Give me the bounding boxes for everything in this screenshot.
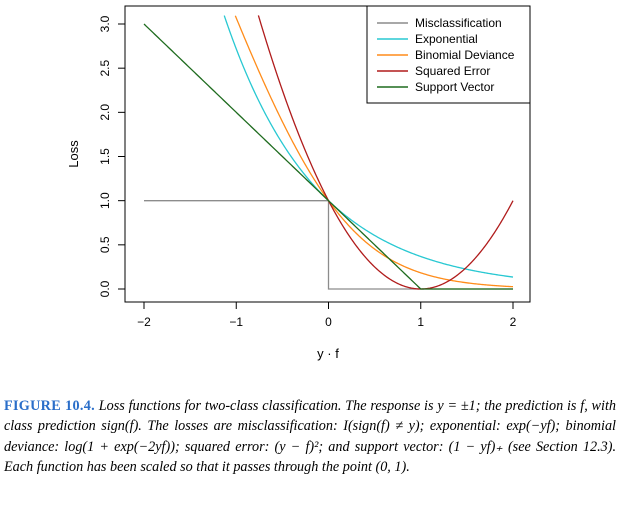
series-layer: [143, 15, 514, 290]
series-line-binomial: [234, 15, 514, 288]
plot-frame: [124, 5, 531, 303]
figure-caption: FIGURE 10.4. Loss functions for two-clas…: [4, 396, 616, 478]
series-line-hinge: [143, 23, 513, 290]
legend-label: Misclassification: [415, 16, 502, 30]
axes-layer: −2 −1 0 1 2 0.0 0.5 1.0 1.5 2.0 2.5 3.0: [98, 15, 516, 329]
y-tick-label: 1.0: [98, 192, 112, 209]
figure-plot: −2 −1 0 1 2 0.0 0.5 1.0 1.5 2.0 2.5 3.0 y · f Loss …: [66, 5, 531, 361]
y-tick-label: 1.5: [98, 148, 112, 165]
figure-label: FIGURE 10.4.: [4, 398, 95, 414]
legend-label: Exponential: [415, 32, 478, 46]
y-tick-label: 0.0: [98, 280, 112, 297]
x-tick-label: 1: [417, 315, 424, 329]
y-tick-label: 2.5: [98, 60, 112, 77]
series-line-misclassification: [144, 200, 513, 290]
legend-label: Squared Error: [415, 64, 490, 78]
x-tick-label: −1: [229, 315, 243, 329]
x-tick-label: 0: [325, 315, 332, 329]
y-axis-title: Loss: [66, 140, 81, 168]
figure-caption-text: Loss functions for two-class classificat…: [4, 398, 616, 476]
legend-label: Support Vector: [415, 80, 494, 94]
x-tick-label: −2: [137, 315, 151, 329]
loss-chart: −2 −1 0 1 20.00.51.01.52.02.53.0 y · f Loss …: [66, 5, 531, 361]
y-tick-label: 2.0: [98, 104, 112, 121]
legend: Misclassification Exponential Binomial Dev…: [366, 5, 531, 104]
series-line-squared: [257, 15, 514, 290]
y-tick-label: 0.5: [98, 236, 112, 253]
legend-label: Binomial Deviance: [415, 48, 515, 62]
x-tick-label: 2: [510, 315, 517, 329]
x-axis-title: y · f: [317, 346, 339, 361]
y-tick-label: 3.0: [98, 15, 112, 32]
